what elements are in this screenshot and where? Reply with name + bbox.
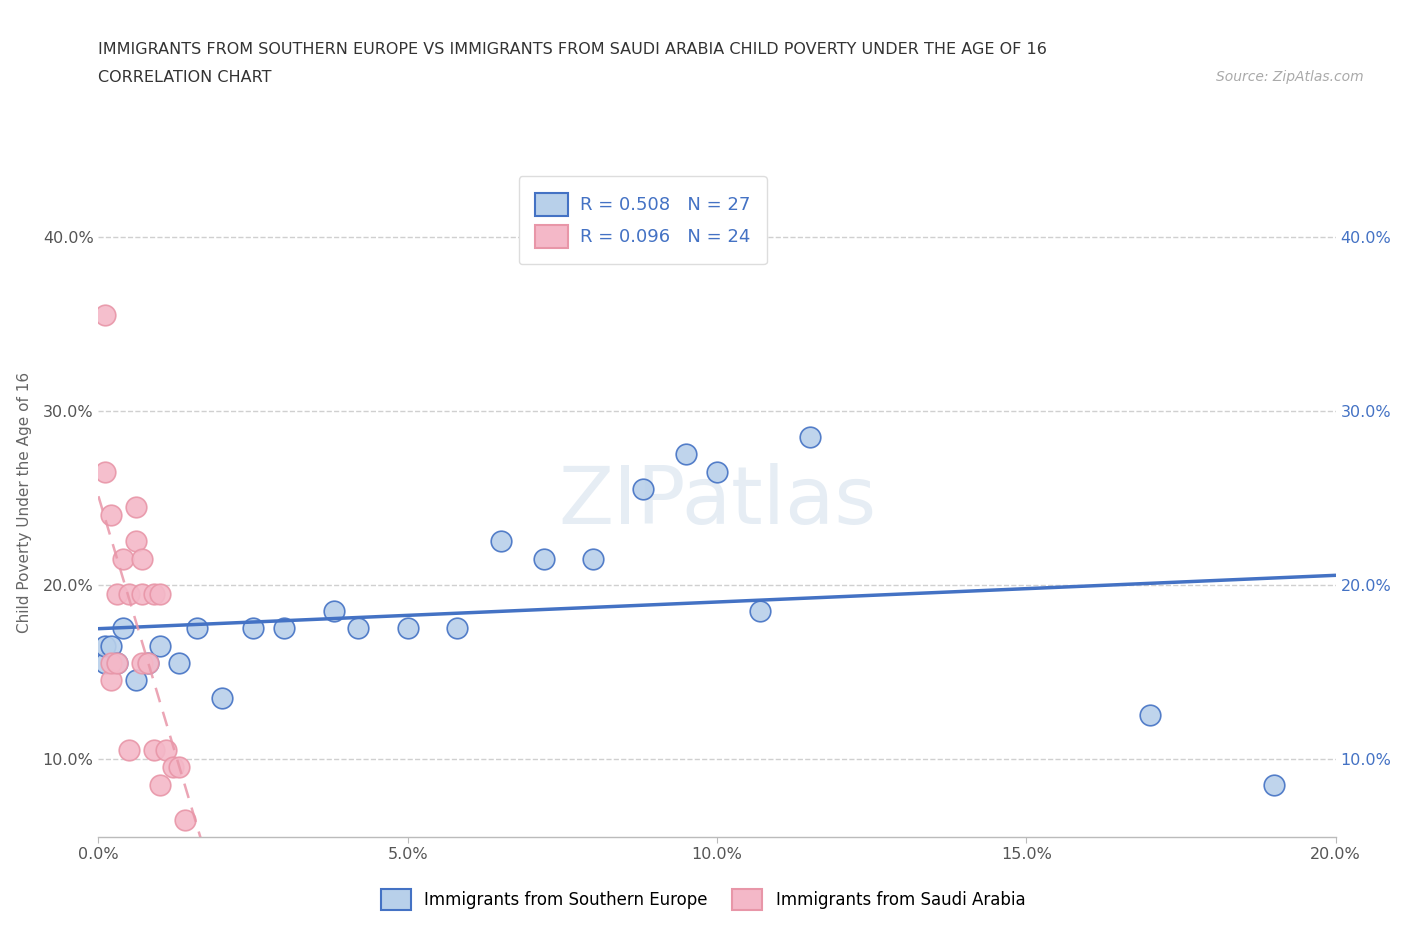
Point <box>131 551 153 566</box>
Point <box>446 621 468 636</box>
Point <box>186 621 208 636</box>
Point <box>322 604 344 618</box>
Point <box>174 812 197 827</box>
Point <box>93 638 115 653</box>
Point <box>396 621 419 636</box>
Point <box>105 656 128 671</box>
Point <box>273 621 295 636</box>
Point <box>118 586 141 601</box>
Point <box>1139 708 1161 723</box>
Point <box>533 551 555 566</box>
Point <box>124 499 146 514</box>
Point <box>143 742 166 757</box>
Point <box>124 673 146 688</box>
Point <box>167 656 190 671</box>
Point <box>112 551 135 566</box>
Text: Source: ZipAtlas.com: Source: ZipAtlas.com <box>1216 70 1364 84</box>
Point <box>211 690 233 705</box>
Point <box>582 551 605 566</box>
Point <box>799 430 821 445</box>
Text: CORRELATION CHART: CORRELATION CHART <box>98 70 271 85</box>
Point <box>149 586 172 601</box>
Point <box>155 742 177 757</box>
Point <box>149 777 172 792</box>
Point <box>112 621 135 636</box>
Point <box>105 656 128 671</box>
Point <box>167 760 190 775</box>
Point <box>131 656 153 671</box>
Point <box>100 508 122 523</box>
Point <box>631 482 654 497</box>
Point <box>706 464 728 479</box>
Point <box>347 621 370 636</box>
Point <box>100 673 122 688</box>
Point <box>143 586 166 601</box>
Point <box>93 464 115 479</box>
Point <box>93 656 115 671</box>
Point <box>675 447 697 462</box>
Point <box>162 760 184 775</box>
Point <box>100 638 122 653</box>
Legend: R = 0.508   N = 27, R = 0.096   N = 24: R = 0.508 N = 27, R = 0.096 N = 24 <box>519 177 766 264</box>
Text: ZIPatlas: ZIPatlas <box>558 463 876 541</box>
Text: IMMIGRANTS FROM SOUTHERN EUROPE VS IMMIGRANTS FROM SAUDI ARABIA CHILD POVERTY UN: IMMIGRANTS FROM SOUTHERN EUROPE VS IMMIG… <box>98 42 1047 57</box>
Point <box>1263 777 1285 792</box>
Point <box>131 586 153 601</box>
Point <box>489 534 512 549</box>
Point <box>100 656 122 671</box>
Point <box>136 656 159 671</box>
Point <box>124 534 146 549</box>
Point <box>749 604 772 618</box>
Point <box>136 656 159 671</box>
Point <box>118 742 141 757</box>
Y-axis label: Child Poverty Under the Age of 16: Child Poverty Under the Age of 16 <box>17 372 31 632</box>
Point <box>93 308 115 323</box>
Legend: Immigrants from Southern Europe, Immigrants from Saudi Arabia: Immigrants from Southern Europe, Immigra… <box>374 883 1032 917</box>
Point <box>105 586 128 601</box>
Point <box>242 621 264 636</box>
Point <box>149 638 172 653</box>
